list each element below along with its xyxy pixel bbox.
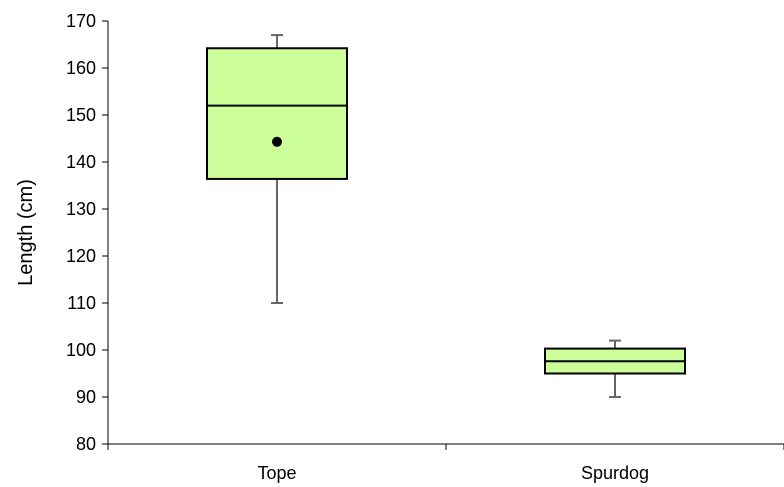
axes: 80 90 100 110 120 130 140 150 160 170 Tope Spurdog [66, 11, 784, 483]
x-tick-label: Spurdog [581, 463, 649, 483]
y-tick-label: 100 [66, 340, 96, 360]
y-tick-label: 150 [66, 105, 96, 125]
y-tick-label: 110 [67, 293, 96, 313]
box-group-tope [206, 34, 348, 304]
x-tick-label: Tope [257, 463, 296, 483]
box-group-spurdog [544, 339, 686, 398]
y-tick-label: 170 [66, 11, 96, 31]
box [206, 47, 348, 180]
y-tick-label: 160 [66, 58, 96, 78]
y-tick-label: 130 [66, 199, 96, 219]
y-tick-label: 90 [76, 387, 96, 407]
y-tick-label: 80 [76, 434, 96, 454]
y-axis-label: Length (cm) [15, 179, 37, 286]
mean-marker [272, 136, 282, 147]
y-tick-label: 140 [66, 152, 96, 172]
y-tick-label: 120 [66, 246, 96, 266]
marks [206, 34, 686, 398]
